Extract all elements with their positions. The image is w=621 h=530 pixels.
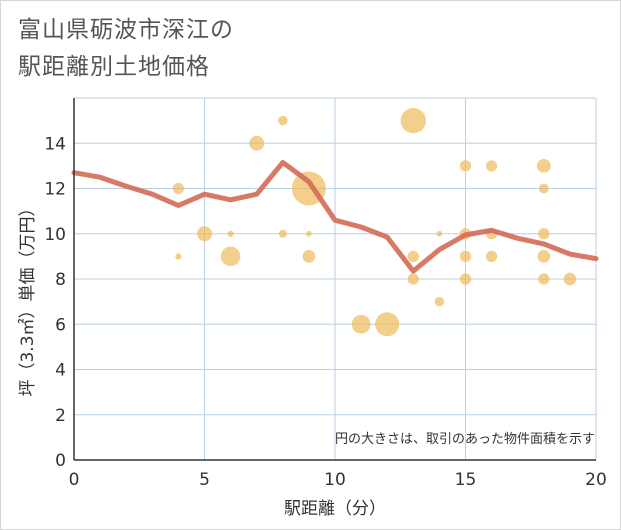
bubble-point bbox=[459, 250, 472, 263]
y-tick-label: 2 bbox=[55, 406, 66, 426]
average-price-line bbox=[71, 160, 599, 274]
bubble-point bbox=[436, 230, 443, 237]
bubble-point bbox=[175, 253, 182, 260]
bubble-point bbox=[407, 273, 419, 285]
grid bbox=[74, 97, 597, 460]
bubble-point bbox=[278, 229, 287, 238]
x-tick-label: 5 bbox=[199, 470, 210, 490]
y-tick-label: 0 bbox=[55, 451, 66, 471]
chart-title-line1: 富山県砺波市深江の bbox=[18, 17, 234, 43]
bubble-point bbox=[538, 183, 549, 194]
chart-title: 富山県砺波市深江の 駅距離別土地価格 bbox=[18, 12, 234, 86]
y-tick-label: 10 bbox=[44, 225, 66, 245]
y-tick-label: 8 bbox=[55, 270, 66, 290]
bubble-point bbox=[485, 250, 498, 263]
trend-line-layer bbox=[71, 160, 599, 274]
x-tick-label: 10 bbox=[324, 470, 346, 490]
axes bbox=[73, 98, 596, 461]
bubble-point bbox=[375, 312, 400, 337]
x-tick-label: 0 bbox=[69, 470, 80, 490]
bubble-point bbox=[306, 230, 312, 237]
bubble-point bbox=[538, 228, 550, 240]
y-tick-label: 4 bbox=[55, 361, 66, 381]
x-tick-label: 15 bbox=[455, 470, 477, 490]
bubble-point bbox=[197, 226, 212, 242]
tick-labels: 0 5 10 15 20 0 2 4 6 8 10 12 14 bbox=[44, 134, 606, 490]
bubble-point bbox=[220, 246, 241, 267]
bubble-point bbox=[459, 160, 472, 172]
bubble-point bbox=[537, 250, 551, 263]
bubble-point bbox=[249, 135, 265, 151]
x-axis-label: 駅距離（分） bbox=[284, 499, 386, 519]
y-tick-label: 6 bbox=[55, 315, 66, 335]
bubble-point bbox=[227, 230, 234, 237]
bubble-point bbox=[434, 296, 445, 307]
bubble-point bbox=[485, 160, 498, 172]
bubble-point bbox=[536, 158, 551, 173]
bubble-point bbox=[302, 250, 316, 263]
bubble-point bbox=[400, 107, 426, 134]
bubble-point bbox=[407, 250, 419, 263]
bubble-point bbox=[538, 273, 550, 285]
y-tick-label: 12 bbox=[44, 180, 66, 200]
bubble-point bbox=[351, 314, 371, 334]
chart-title-line2: 駅距離別土地価格 bbox=[18, 54, 210, 80]
bubble-point bbox=[459, 273, 472, 285]
y-axis-label: 坪（3.3㎡）単価（万円） bbox=[18, 199, 38, 396]
bubble-point bbox=[563, 272, 577, 286]
bubble-point bbox=[278, 115, 288, 126]
bubble-point bbox=[172, 182, 185, 195]
y-tick-label: 14 bbox=[44, 134, 66, 154]
bubble-layer bbox=[172, 107, 577, 337]
bubble-size-note: 円の大きさは、取引のあった物件面積を示す bbox=[335, 432, 595, 447]
x-tick-label: 20 bbox=[585, 470, 607, 490]
